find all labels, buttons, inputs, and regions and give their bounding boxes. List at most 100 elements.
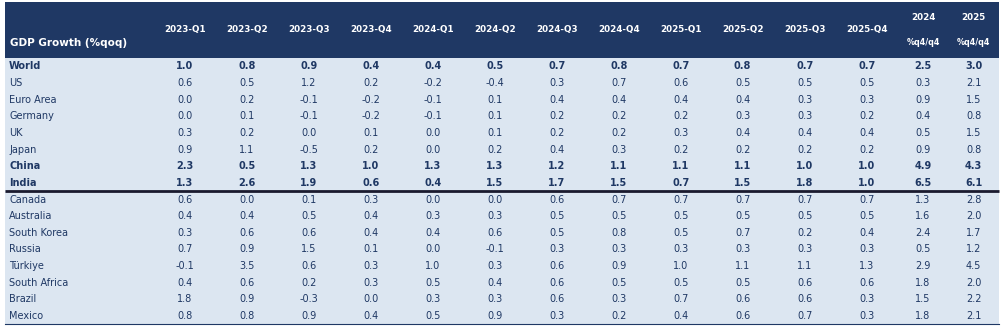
Text: 1.3: 1.3 xyxy=(486,161,504,171)
Text: 0.9: 0.9 xyxy=(177,145,192,155)
Text: 1.3: 1.3 xyxy=(176,178,193,188)
Text: 0.3: 0.3 xyxy=(673,244,689,255)
Text: 0.3: 0.3 xyxy=(797,244,812,255)
Text: 0.0: 0.0 xyxy=(363,294,378,304)
Text: 2.9: 2.9 xyxy=(915,261,931,271)
Text: 1.9: 1.9 xyxy=(300,178,317,188)
Text: 0.6: 0.6 xyxy=(797,294,812,304)
Text: 0.8: 0.8 xyxy=(239,311,254,321)
Text: 1.0: 1.0 xyxy=(362,161,379,171)
Text: -0.3: -0.3 xyxy=(299,294,318,304)
Text: 0.2: 0.2 xyxy=(301,278,316,288)
Text: -0.1: -0.1 xyxy=(485,244,505,255)
Text: 6.1: 6.1 xyxy=(965,178,982,188)
Text: US: US xyxy=(9,78,22,88)
Text: 1.0: 1.0 xyxy=(425,261,440,271)
Text: 0.3: 0.3 xyxy=(550,311,565,321)
Bar xyxy=(5,58,999,75)
Text: 1.5: 1.5 xyxy=(610,178,628,188)
Text: 0.3: 0.3 xyxy=(425,211,440,221)
Text: 0.8: 0.8 xyxy=(966,111,981,121)
Text: GDP Growth (%qoq): GDP Growth (%qoq) xyxy=(10,38,127,48)
Text: 3.5: 3.5 xyxy=(239,261,254,271)
Text: 0.4: 0.4 xyxy=(797,128,812,138)
Text: 4.5: 4.5 xyxy=(966,261,981,271)
Text: 1.7: 1.7 xyxy=(966,228,981,238)
Text: 1.1: 1.1 xyxy=(797,261,812,271)
Text: 0.2: 0.2 xyxy=(363,145,378,155)
Text: UK: UK xyxy=(9,128,22,138)
Text: 1.3: 1.3 xyxy=(915,195,931,204)
Text: 0.6: 0.6 xyxy=(859,278,874,288)
Text: 2024-Q1: 2024-Q1 xyxy=(412,25,453,34)
Text: 0.3: 0.3 xyxy=(797,95,812,105)
Text: 1.7: 1.7 xyxy=(549,178,566,188)
Text: 0.5: 0.5 xyxy=(735,278,751,288)
Text: 0.4: 0.4 xyxy=(424,61,441,71)
Bar xyxy=(5,2,999,58)
Text: 0.7: 0.7 xyxy=(549,61,566,71)
Text: 1.0: 1.0 xyxy=(673,261,689,271)
Text: 0.2: 0.2 xyxy=(797,145,813,155)
Text: 2025-Q2: 2025-Q2 xyxy=(722,25,764,34)
Text: Euro Area: Euro Area xyxy=(9,95,56,105)
Text: 1.0: 1.0 xyxy=(176,61,193,71)
Text: 0.2: 0.2 xyxy=(859,111,874,121)
Text: 0.3: 0.3 xyxy=(425,294,440,304)
Text: -0.2: -0.2 xyxy=(361,111,380,121)
Text: 2024-Q3: 2024-Q3 xyxy=(536,25,578,34)
Text: South Korea: South Korea xyxy=(9,228,68,238)
Text: 0.3: 0.3 xyxy=(487,294,503,304)
Text: 0.9: 0.9 xyxy=(611,261,627,271)
Text: 0.3: 0.3 xyxy=(363,261,378,271)
Text: 0.6: 0.6 xyxy=(177,195,192,204)
Text: 0.8: 0.8 xyxy=(238,61,255,71)
Text: 0.0: 0.0 xyxy=(301,128,316,138)
Text: 2023-Q2: 2023-Q2 xyxy=(226,25,267,34)
Text: 0.7: 0.7 xyxy=(735,195,751,204)
Text: 0.7: 0.7 xyxy=(735,228,751,238)
Text: Russia: Russia xyxy=(9,244,41,255)
Text: 0.3: 0.3 xyxy=(673,128,689,138)
Text: 0.0: 0.0 xyxy=(425,128,440,138)
Bar xyxy=(5,108,999,125)
Text: 0.2: 0.2 xyxy=(673,145,689,155)
Text: 0.9: 0.9 xyxy=(915,95,931,105)
Text: 2025-Q4: 2025-Q4 xyxy=(846,25,888,34)
Text: 0.6: 0.6 xyxy=(362,178,379,188)
Text: 0.3: 0.3 xyxy=(363,278,378,288)
Text: 1.5: 1.5 xyxy=(734,178,752,188)
Text: 0.0: 0.0 xyxy=(425,244,440,255)
Text: 0.3: 0.3 xyxy=(735,244,751,255)
Text: 1.8: 1.8 xyxy=(915,311,931,321)
Text: 2.6: 2.6 xyxy=(238,178,255,188)
Text: Türkiye: Türkiye xyxy=(9,261,44,271)
Text: 0.8: 0.8 xyxy=(610,61,628,71)
Text: 0.0: 0.0 xyxy=(487,195,503,204)
Text: 0.5: 0.5 xyxy=(797,78,813,88)
Text: 2.1: 2.1 xyxy=(966,78,981,88)
Text: -0.4: -0.4 xyxy=(485,78,505,88)
Text: 0.4: 0.4 xyxy=(915,111,931,121)
Text: 1.8: 1.8 xyxy=(915,278,931,288)
Text: -0.1: -0.1 xyxy=(299,95,318,105)
Text: 0.0: 0.0 xyxy=(177,95,192,105)
Text: 1.0: 1.0 xyxy=(858,161,875,171)
Text: 0.4: 0.4 xyxy=(673,95,689,105)
Text: 0.1: 0.1 xyxy=(487,95,503,105)
Text: 0.2: 0.2 xyxy=(487,145,503,155)
Text: Japan: Japan xyxy=(9,145,36,155)
Text: 1.5: 1.5 xyxy=(915,294,931,304)
Text: 0.5: 0.5 xyxy=(549,228,565,238)
Text: 0.7: 0.7 xyxy=(797,195,813,204)
Text: 0.7: 0.7 xyxy=(672,178,690,188)
Text: 0.3: 0.3 xyxy=(611,145,627,155)
Text: 2.4: 2.4 xyxy=(915,228,931,238)
Bar xyxy=(5,274,999,291)
Text: 1.1: 1.1 xyxy=(610,161,628,171)
Text: 0.4: 0.4 xyxy=(735,95,751,105)
Text: 2.1: 2.1 xyxy=(966,311,981,321)
Text: 2024: 2024 xyxy=(911,13,935,22)
Text: 1.3: 1.3 xyxy=(300,161,317,171)
Text: 0.3: 0.3 xyxy=(363,195,378,204)
